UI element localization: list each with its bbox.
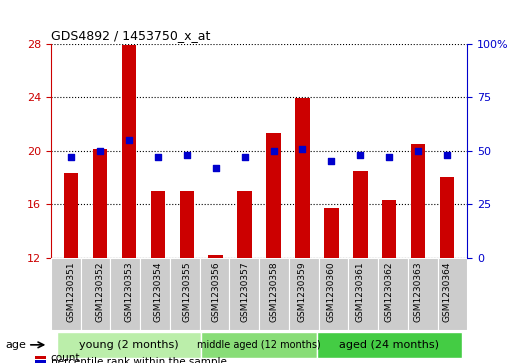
Bar — [200, 258, 229, 330]
Bar — [93, 149, 107, 258]
Point — [298, 146, 306, 151]
Bar — [35, 356, 46, 359]
Bar — [201, 332, 317, 358]
Bar — [437, 258, 467, 330]
Bar — [440, 178, 454, 258]
Point — [443, 152, 451, 158]
Bar — [81, 258, 110, 330]
Bar — [56, 332, 201, 358]
Point — [327, 158, 335, 164]
Text: GSM1230361: GSM1230361 — [356, 261, 365, 322]
Text: GSM1230354: GSM1230354 — [153, 261, 163, 322]
Bar — [408, 258, 437, 330]
Text: young (2 months): young (2 months) — [79, 340, 179, 350]
Bar — [140, 258, 170, 330]
Text: GSM1230362: GSM1230362 — [385, 261, 394, 322]
Point — [356, 152, 364, 158]
Text: GSM1230353: GSM1230353 — [124, 261, 134, 322]
Text: aged (24 months): aged (24 months) — [339, 340, 439, 350]
Point — [269, 148, 277, 154]
Bar — [289, 258, 319, 330]
Bar — [324, 208, 339, 258]
Point — [67, 154, 75, 160]
Bar — [382, 200, 396, 258]
Text: age: age — [5, 340, 26, 350]
Text: percentile rank within the sample: percentile rank within the sample — [51, 356, 227, 363]
Text: GSM1230351: GSM1230351 — [67, 261, 76, 322]
Bar — [317, 332, 462, 358]
Text: GSM1230357: GSM1230357 — [240, 261, 249, 322]
Text: GDS4892 / 1453750_x_at: GDS4892 / 1453750_x_at — [51, 29, 210, 42]
Bar — [229, 258, 259, 330]
Point — [414, 148, 422, 154]
Bar — [411, 144, 425, 258]
Bar — [110, 258, 140, 330]
Text: middle aged (12 months): middle aged (12 months) — [197, 340, 321, 350]
Bar — [35, 360, 46, 363]
Bar — [259, 258, 289, 330]
Text: GSM1230355: GSM1230355 — [182, 261, 191, 322]
Bar — [319, 258, 348, 330]
Text: GSM1230352: GSM1230352 — [96, 261, 105, 322]
Point — [212, 165, 220, 171]
Text: GSM1230364: GSM1230364 — [442, 261, 452, 322]
Bar — [237, 191, 252, 258]
Bar — [64, 174, 78, 258]
Text: GSM1230360: GSM1230360 — [327, 261, 336, 322]
Text: count: count — [51, 353, 80, 363]
Point — [125, 137, 133, 143]
Bar — [150, 191, 165, 258]
Point — [183, 152, 191, 158]
Bar — [170, 258, 200, 330]
Text: GSM1230363: GSM1230363 — [414, 261, 423, 322]
Text: GSM1230358: GSM1230358 — [269, 261, 278, 322]
Point — [96, 148, 104, 154]
Text: GSM1230359: GSM1230359 — [298, 261, 307, 322]
Bar — [122, 45, 136, 258]
Point — [241, 154, 249, 160]
Bar — [348, 258, 378, 330]
Bar — [378, 258, 408, 330]
Point — [154, 154, 162, 160]
Bar — [295, 98, 310, 258]
Bar — [179, 191, 194, 258]
Bar — [208, 255, 223, 258]
Point — [385, 154, 393, 160]
Bar — [51, 258, 81, 330]
Bar — [266, 133, 281, 258]
Text: GSM1230356: GSM1230356 — [211, 261, 220, 322]
Bar — [353, 171, 368, 258]
